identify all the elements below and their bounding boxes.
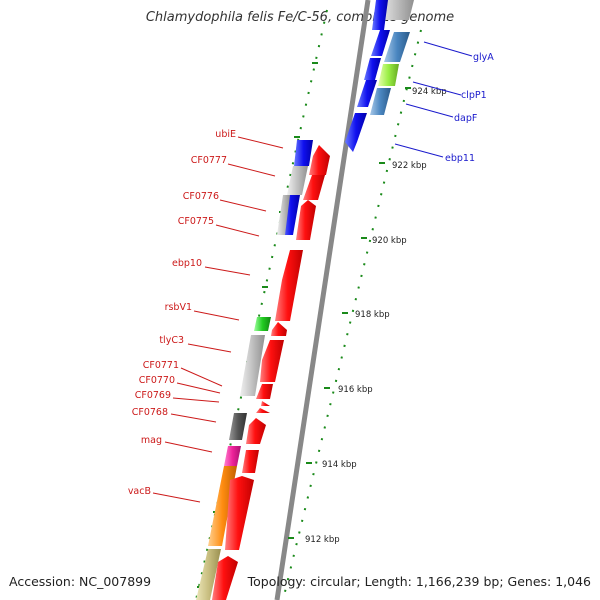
- reverse-strand-genes: [196, 140, 330, 600]
- gene-red-12[interactable]: [225, 476, 254, 550]
- label-CF0771: CF0771: [143, 360, 179, 371]
- gene-CF0768[interactable]: [229, 413, 247, 440]
- forward-leaders: [394, 41, 473, 158]
- forward-strand-genes: [345, 0, 414, 152]
- reverse-leaders: [152, 136, 284, 503]
- gene-CF0777[interactable]: [287, 166, 308, 195]
- label-CF0776: CF0776: [183, 191, 219, 202]
- gene-red-4[interactable]: [275, 250, 303, 321]
- gene-block-b[interactable]: [364, 58, 381, 80]
- gene-red-5[interactable]: [271, 322, 287, 336]
- scale-label-920: 920 kbp: [372, 236, 407, 246]
- gene-red-8[interactable]: [261, 401, 270, 406]
- label-ubiE: ubiE: [215, 129, 236, 140]
- label-tlyC3: tlyC3: [159, 335, 184, 346]
- gene-bottom[interactable]: [196, 549, 221, 600]
- gene-red-7[interactable]: [256, 384, 273, 399]
- gene-red-11[interactable]: [242, 450, 259, 473]
- scale-track-outer: [282, 29, 422, 600]
- label-glyA: glyA: [473, 52, 494, 63]
- gene-red-10[interactable]: [246, 418, 266, 444]
- accession-text: Accession: NC_007899: [9, 574, 152, 589]
- gene-rsbV1[interactable]: [254, 317, 271, 331]
- label-CF0775: CF0775: [178, 216, 214, 227]
- label-clpP1: clpP1: [461, 90, 487, 101]
- gene-red-13[interactable]: [212, 556, 238, 600]
- label-rsbV1: rsbV1: [165, 302, 192, 313]
- gene-glyA[interactable]: [384, 32, 410, 62]
- gene-red-2[interactable]: [303, 175, 325, 200]
- gene-block-c[interactable]: [371, 30, 390, 56]
- label-CF0769: CF0769: [135, 390, 171, 401]
- scale-label-918: 918 kbp: [355, 310, 390, 320]
- scale-label-916: 916 kbp: [338, 385, 373, 395]
- genome-backbone: [274, 0, 371, 600]
- scale-label-914: 914 kbp: [322, 460, 357, 470]
- gene-red-9[interactable]: [256, 408, 270, 413]
- gene-clpP1[interactable]: [378, 64, 399, 86]
- gene-block-a[interactable]: [357, 80, 377, 107]
- gene-mag[interactable]: [224, 446, 241, 466]
- gene-tlyC3[interactable]: [240, 335, 265, 396]
- gene-red-6[interactable]: [260, 340, 284, 382]
- scale-label-924: 924 kbp: [412, 87, 447, 97]
- label-vacB: vacB: [128, 486, 151, 497]
- label-CF0777: CF0777: [191, 155, 227, 166]
- label-CF0770: CF0770: [139, 375, 175, 386]
- genome-summary-text: Topology: circular; Length: 1,166,239 bp…: [247, 574, 591, 589]
- label-ebp10: ebp10: [172, 258, 202, 269]
- label-ebp11: ebp11: [445, 153, 475, 164]
- gene-dapF[interactable]: [370, 88, 391, 115]
- gene-CF0776-b[interactable]: [277, 195, 290, 235]
- label-CF0768: CF0768: [132, 407, 168, 418]
- scale-label-912: 912 kbp: [305, 535, 340, 545]
- gene-ubiE[interactable]: [294, 140, 313, 166]
- label-dapF: dapF: [454, 113, 477, 124]
- gene-ebp11[interactable]: [345, 113, 367, 152]
- gene-red-1[interactable]: [309, 145, 330, 175]
- label-mag: mag: [141, 435, 162, 446]
- gene-red-3[interactable]: [296, 200, 316, 240]
- scale-label-922: 922 kbp: [392, 161, 427, 171]
- gene-top-inner[interactable]: [372, 0, 388, 30]
